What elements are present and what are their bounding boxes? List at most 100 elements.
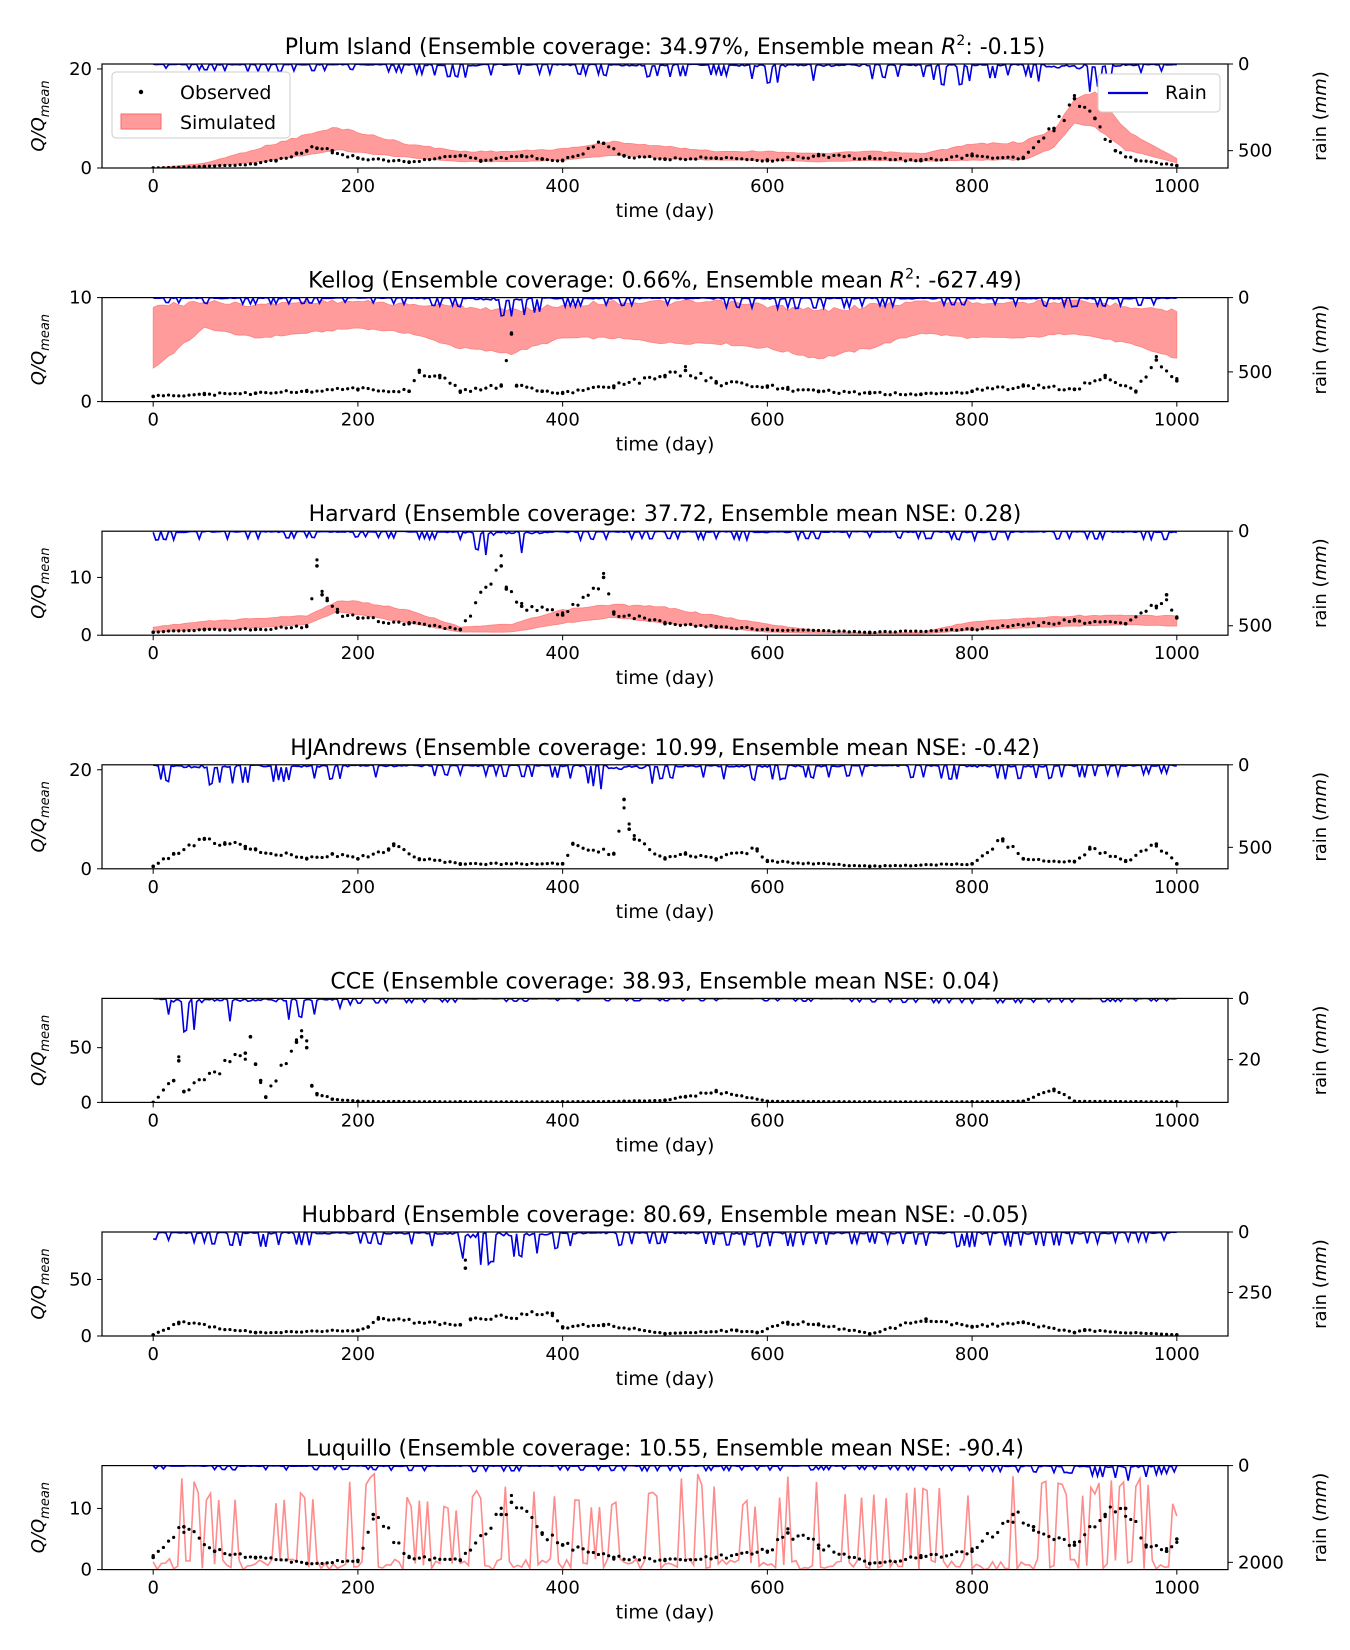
- ylabel-subscript: mean: [38, 1482, 53, 1519]
- y-tick-label: 0: [81, 625, 92, 646]
- observed-point: [453, 1557, 457, 1561]
- observed-point: [990, 847, 995, 851]
- observed-point: [340, 1559, 345, 1564]
- observed-point: [1026, 1523, 1030, 1527]
- observed-point: [264, 1331, 268, 1335]
- observed-point: [867, 630, 872, 635]
- observed-point: [919, 629, 923, 634]
- observed-point: [642, 376, 647, 380]
- observed-point: [335, 151, 340, 156]
- observed-point: [1057, 1536, 1061, 1540]
- observed-point: [1006, 625, 1010, 629]
- observed-point: [161, 629, 166, 634]
- observed-point: [269, 158, 273, 163]
- observed-point: [637, 1558, 642, 1562]
- observed-point: [479, 590, 483, 594]
- y2-tick-label: 0: [1238, 988, 1249, 1009]
- observed-point: [1170, 856, 1174, 860]
- observed-point: [990, 1535, 995, 1539]
- observed-point: [1047, 1326, 1051, 1330]
- observed-point: [847, 1328, 851, 1333]
- x-tick-label: 0: [147, 877, 158, 898]
- observed-point: [796, 1099, 800, 1103]
- observed-point: [699, 1557, 703, 1561]
- observed-point: [320, 147, 324, 151]
- observed-point: [745, 383, 749, 387]
- observed-point: [1011, 386, 1015, 391]
- observed-point: [1052, 126, 1056, 131]
- rain-series: [152, 531, 1178, 556]
- observed-point: [811, 1537, 816, 1541]
- observed-point: [1108, 620, 1112, 624]
- observed-point: [642, 1099, 647, 1103]
- observed-point: [269, 627, 273, 632]
- observed-point: [770, 383, 775, 387]
- observed-point: [1016, 851, 1020, 856]
- observed-point: [801, 156, 805, 160]
- observed-point: [673, 854, 677, 858]
- observed-point: [340, 387, 345, 392]
- y2-tick-label: 250: [1238, 1282, 1272, 1303]
- observed-point: [238, 842, 242, 846]
- observed-point: [202, 1078, 206, 1082]
- observed-point: [397, 620, 401, 624]
- observed-point: [1031, 1524, 1036, 1529]
- observed-point: [555, 159, 560, 163]
- observed-point: [893, 391, 897, 395]
- observed-point: [284, 851, 288, 855]
- observed-point: [975, 628, 979, 632]
- observed-point: [740, 1330, 744, 1334]
- observed-point: [1175, 1540, 1179, 1544]
- observed-point: [1093, 116, 1097, 121]
- observed-point: [985, 1531, 990, 1536]
- observed-point: [776, 387, 780, 391]
- observed-point: [888, 864, 892, 868]
- observed-point: [1093, 1525, 1097, 1529]
- observed-point: [1124, 1331, 1128, 1335]
- observed-point: [340, 1098, 345, 1102]
- observed-point: [422, 622, 427, 626]
- observed-point: [663, 857, 667, 861]
- observed-point: [453, 383, 457, 387]
- legend-rain-label: Rain: [1165, 82, 1207, 104]
- observed-point: [177, 629, 181, 633]
- observed-point: [499, 1506, 503, 1510]
- observed-point: [745, 157, 749, 162]
- observed-point: [627, 1558, 631, 1562]
- x-axis-label: time (day): [616, 901, 715, 923]
- observed-point: [822, 629, 826, 633]
- observed-point: [1021, 1521, 1025, 1525]
- observed-point: [847, 1555, 851, 1559]
- observed-point: [499, 554, 503, 558]
- observed-point: [678, 157, 682, 161]
- observed-point: [750, 846, 754, 850]
- observed-point: [340, 1329, 345, 1333]
- observed-point: [248, 628, 253, 632]
- observed-point: [1154, 358, 1159, 362]
- observed-point: [233, 163, 237, 167]
- observed-point: [975, 1545, 979, 1550]
- observed-point: [1083, 1099, 1087, 1103]
- observed-point: [924, 157, 928, 162]
- observed-point: [965, 1324, 969, 1328]
- observed-point: [1052, 1326, 1056, 1330]
- observed-point: [612, 852, 616, 856]
- observed-point: [279, 1558, 283, 1562]
- observed-point: [1123, 859, 1128, 864]
- observed-point: [678, 623, 682, 627]
- x-axis-label: time (day): [616, 1134, 715, 1156]
- observed-point: [632, 1326, 636, 1330]
- observed-point: [1088, 109, 1092, 113]
- observed-point: [607, 145, 611, 149]
- observed-point: [939, 158, 943, 162]
- observed-point: [335, 607, 340, 611]
- observed-point: [1098, 378, 1102, 382]
- observed-point: [601, 571, 606, 576]
- observed-point: [305, 1039, 309, 1043]
- observed-point: [315, 855, 319, 859]
- observed-point: [248, 1034, 253, 1039]
- observed-point: [371, 1512, 376, 1517]
- observed-point: [996, 156, 1000, 160]
- observed-point: [1021, 156, 1026, 160]
